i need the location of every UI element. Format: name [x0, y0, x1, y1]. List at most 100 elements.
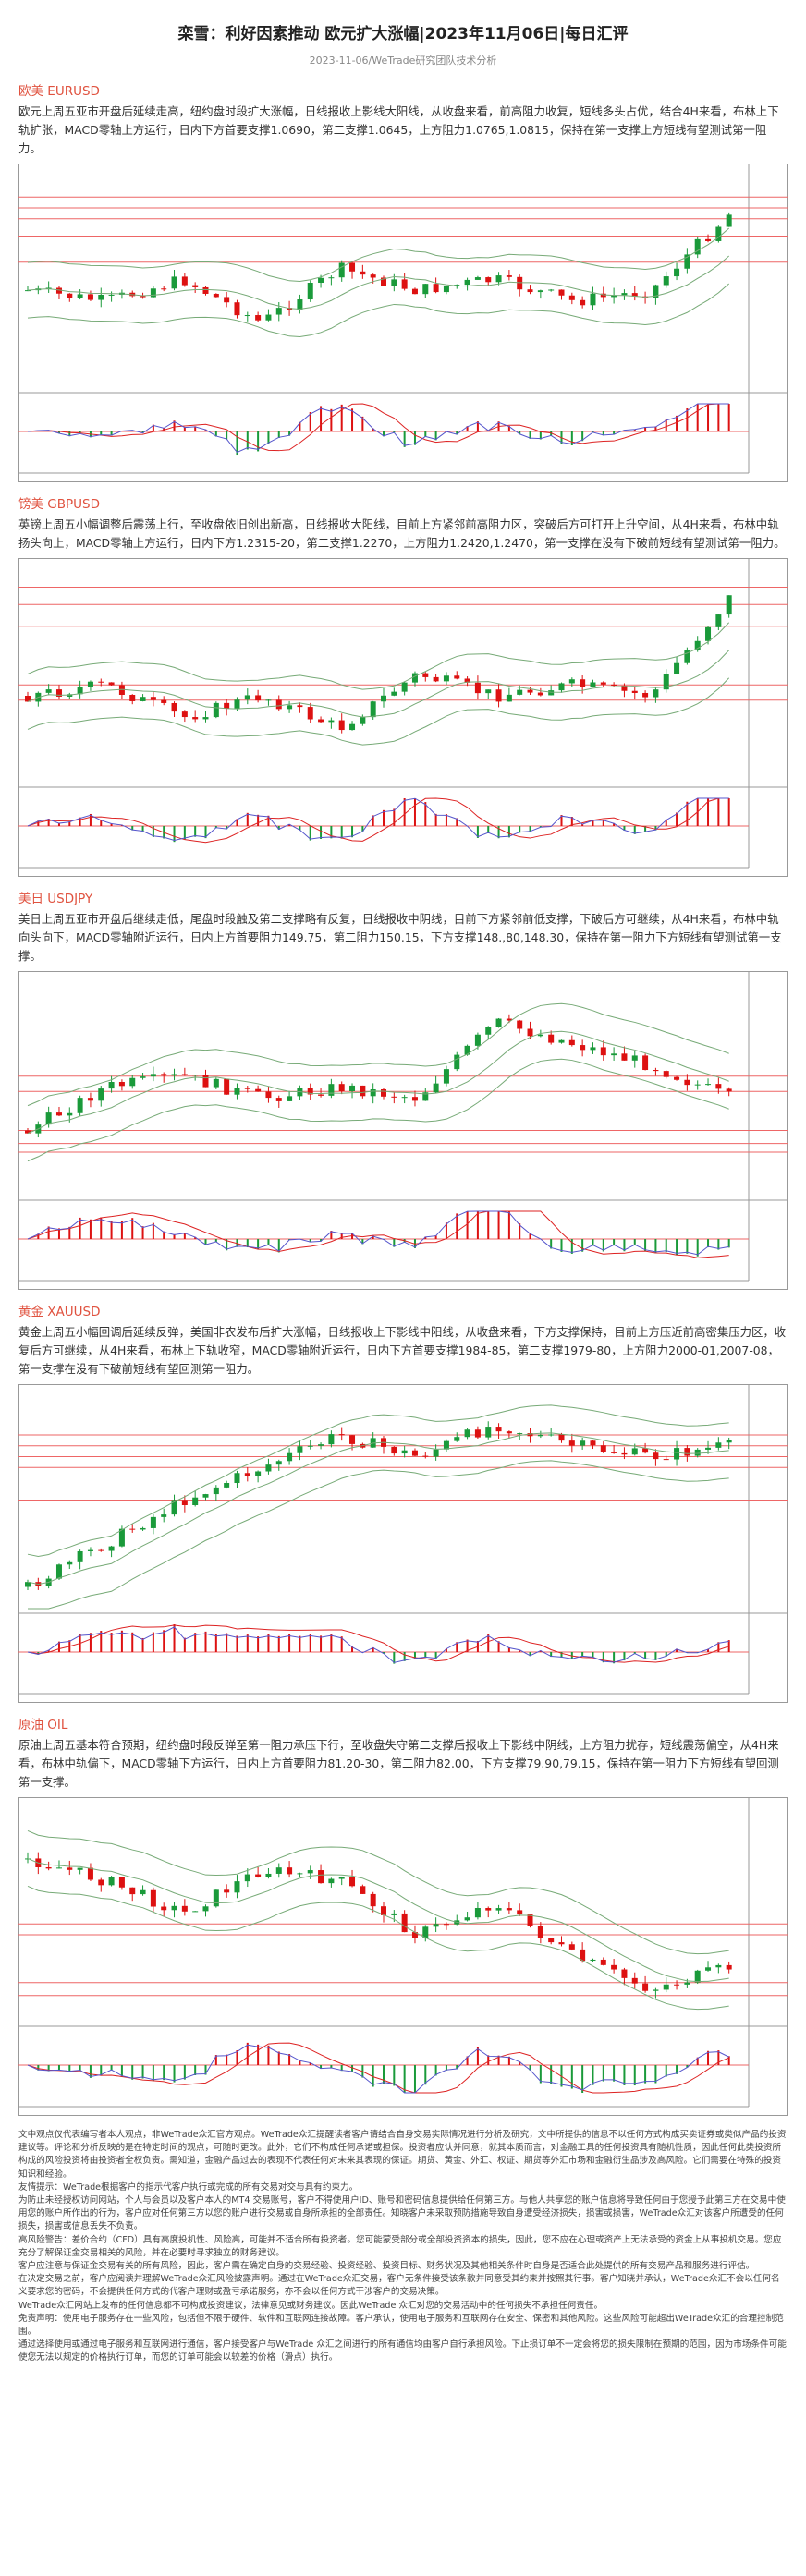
chart-image: [18, 558, 788, 877]
candle-body: [150, 1516, 156, 1528]
candle-body: [234, 302, 240, 316]
candle-body: [391, 1096, 397, 1098]
candle-body: [653, 1452, 659, 1460]
candle-body: [87, 294, 93, 300]
candle-body: [391, 1913, 397, 1915]
candle-body: [338, 720, 345, 731]
section-heading: 原油 OIL: [18, 1718, 68, 1732]
candle-body: [474, 277, 481, 280]
candle-body: [527, 689, 533, 693]
candle-body: [67, 1112, 73, 1116]
candle-body: [527, 1433, 533, 1437]
candle-body: [108, 682, 115, 686]
candle-body: [568, 1944, 575, 1950]
candle-body: [307, 283, 313, 300]
disclaimer-paragraph: 通过选择使用或通过电子服务和互联网进行通信，客户接受客户与WeTrade 众汇之…: [18, 2339, 787, 2363]
candle-body: [244, 1473, 250, 1476]
candle-body: [255, 1471, 262, 1476]
candle-body: [495, 1018, 502, 1027]
candle-body: [275, 308, 282, 315]
candle-body: [161, 1514, 167, 1517]
candle-body: [213, 1487, 219, 1495]
candle-body: [674, 1984, 680, 1986]
disclaimer-paragraph: WeTrade众汇网站上发布的任何信息都不可构成投资建议，法律意见或财务建议。因…: [18, 2300, 604, 2311]
candle-body: [590, 1047, 596, 1051]
section: 原油 OIL 原油上周五基本符合预期，纽约盘时段反弹至第一阻力承压下行，至收盘失守…: [18, 1716, 788, 2116]
candle-body: [108, 1877, 115, 1886]
candle-body: [558, 1434, 565, 1441]
macd-line: [27, 2044, 729, 2094]
candle-body: [684, 650, 690, 663]
candle-body: [391, 279, 397, 286]
candle-body: [234, 699, 240, 709]
candle-body: [265, 1464, 272, 1472]
candle-body: [140, 1889, 146, 1895]
subtitle: 2023-11-06/WeTrade研究团队技术分析: [309, 55, 497, 67]
section: 黄金 XAUUSD 黄金上周五小幅回调后延续反弹，美国非农发布后扩大涨幅，日线报收…: [18, 1303, 788, 1703]
bollinger-line: [27, 255, 730, 310]
candle-body: [297, 299, 303, 310]
candle-body: [454, 1054, 460, 1070]
candle-body: [401, 279, 408, 289]
disclaimer: 文中观点仅代表编写者本人观点，非WeTrade众汇官方观点。WeTrade众汇提…: [18, 2129, 788, 2365]
candle-body: [255, 1874, 262, 1877]
section: 欧美 EURUSD 欧元上周五亚市开盘后延续走高，纽约盘时段扩大涨幅，日线报收上影…: [18, 82, 788, 482]
candle-body: [422, 1092, 429, 1101]
candle-body: [161, 699, 167, 703]
candle-body: [590, 293, 596, 306]
candle-body: [244, 695, 250, 700]
candle-body: [600, 682, 606, 685]
candle-body: [454, 1437, 460, 1441]
candle-body: [391, 691, 397, 696]
candle-body: [171, 1905, 177, 1911]
candle-body: [631, 1055, 638, 1061]
candle-body: [443, 1440, 449, 1450]
candle-body: [517, 276, 523, 290]
candle-body: [464, 279, 470, 286]
candle-body: [443, 675, 449, 682]
candle-body: [55, 689, 62, 697]
candle-body: [715, 1084, 722, 1089]
candle-body: [318, 1444, 324, 1446]
candle-body: [401, 1913, 408, 1933]
bollinger-line: [27, 622, 730, 690]
candle-body: [161, 1074, 167, 1076]
candle-body: [537, 1034, 543, 1037]
candle-body: [474, 682, 481, 694]
candle-body: [360, 1085, 366, 1097]
candle-body: [171, 276, 177, 289]
candle-body: [25, 1130, 31, 1134]
disclaimer-paragraph: 高风险警告：差价合约（CFD）具有高度投机性、风险高，可能并不适合所有投资者。您…: [18, 2234, 782, 2258]
candle-body: [234, 1473, 240, 1484]
candle-body: [621, 685, 628, 691]
candle-body: [338, 1434, 345, 1436]
candle-body: [265, 1091, 272, 1099]
chart-image: [18, 1797, 788, 2116]
candle-body: [202, 1906, 209, 1912]
section-heading: 黄金 XAUUSD: [18, 1305, 101, 1319]
candle-body: [674, 1076, 680, 1080]
section-text: 原油上周五基本符合预期，纽约盘时段反弹至第一阻力承压下行，至收盘失守第二支撑后报…: [18, 1738, 779, 1789]
candle-body: [67, 694, 73, 697]
candle-body: [381, 277, 386, 286]
candle-body: [67, 293, 73, 298]
candle-body: [307, 707, 313, 720]
candle-body: [338, 262, 345, 278]
candle-body: [495, 1427, 502, 1432]
candle-body: [548, 1434, 555, 1436]
candle-body: [275, 699, 282, 710]
candle-body: [140, 296, 146, 298]
candle-body: [694, 640, 701, 651]
candle-body: [275, 1461, 282, 1465]
candle-body: [580, 299, 586, 306]
candle-body: [297, 1873, 303, 1875]
candle-body: [506, 1908, 512, 1911]
candle-body: [715, 1442, 722, 1448]
candle-body: [224, 297, 230, 303]
bollinger-line: [27, 1885, 729, 2011]
candle-body: [171, 702, 177, 712]
candle-body: [192, 1497, 199, 1505]
candle-body: [568, 1440, 575, 1446]
section-text: 英镑上周五小幅调整后震荡上行，至收盘依旧创出新高，日线报收大阳线，目前上方紧邻前…: [18, 517, 786, 550]
candle-body: [307, 1445, 313, 1447]
